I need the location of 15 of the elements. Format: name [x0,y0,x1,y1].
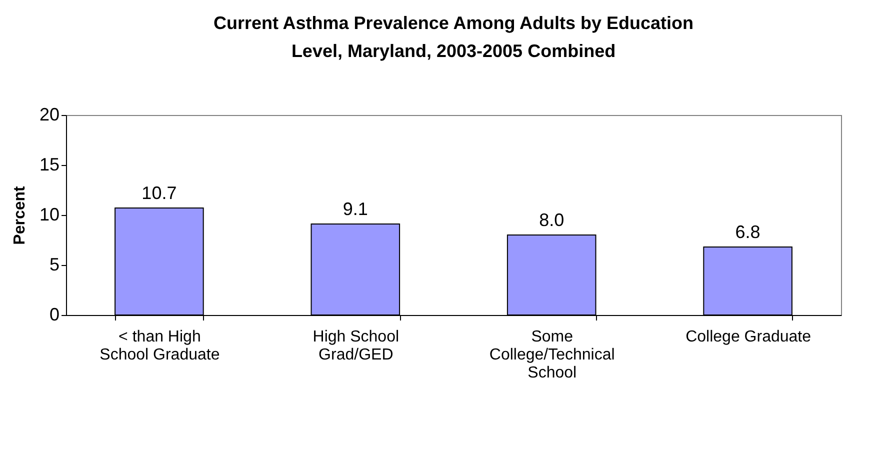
chart-title: Current Asthma Prevalence Among Adults by Education Level, Maryland, 2003-2005 Combined [213,13,694,61]
y-tick-label: 10 [39,204,60,224]
y-axis-title: Percent [11,185,28,245]
y-tick-label: 15 [39,154,60,174]
x-tick-label: High School Grad/GED [312,328,400,364]
y-tick-label: 0 [49,304,60,324]
data-label: 6.8 [735,222,760,242]
data-label: 9.1 [342,199,368,219]
x-tick-label: < than High School Graduate [100,328,220,364]
y-tick-label: 5 [49,254,60,274]
y-tick-label: 20 [39,104,60,124]
data-label: 8.0 [539,210,564,230]
data-label: 10.7 [142,183,177,203]
x-tick-label: College Graduate [686,328,812,346]
x-tick-label: Some College/Technical School [489,328,615,382]
